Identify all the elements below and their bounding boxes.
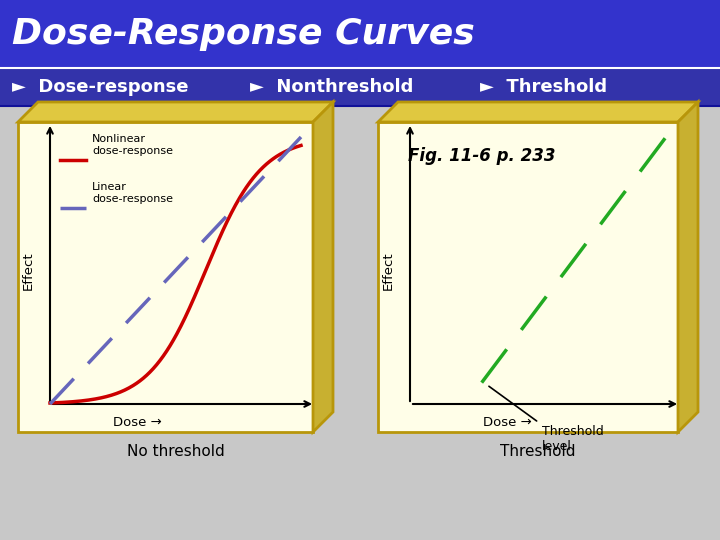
Polygon shape	[678, 102, 698, 432]
Text: Effect: Effect	[22, 251, 35, 290]
Text: Effect: Effect	[382, 251, 395, 290]
Text: Nonlinear
dose-response: Nonlinear dose-response	[92, 134, 173, 156]
Text: Dose →: Dose →	[483, 415, 531, 429]
Text: Threshold
level: Threshold level	[489, 386, 603, 453]
Text: Linear
dose-response: Linear dose-response	[92, 183, 173, 204]
Text: Dose-Response Curves: Dose-Response Curves	[12, 17, 474, 51]
Text: ►  Nonthreshold: ► Nonthreshold	[250, 78, 413, 96]
Polygon shape	[18, 122, 313, 432]
Text: Dose →: Dose →	[114, 415, 162, 429]
FancyBboxPatch shape	[0, 68, 720, 106]
Polygon shape	[313, 102, 333, 432]
Polygon shape	[18, 102, 333, 122]
Text: ►  Threshold: ► Threshold	[480, 78, 607, 96]
Text: Threshold: Threshold	[500, 444, 576, 460]
Text: No threshold: No threshold	[127, 444, 225, 460]
Polygon shape	[378, 122, 678, 432]
Polygon shape	[378, 102, 698, 122]
Text: ►  Dose-response: ► Dose-response	[12, 78, 189, 96]
FancyBboxPatch shape	[0, 0, 720, 68]
Text: Fig. 11-6 p. 233: Fig. 11-6 p. 233	[408, 147, 556, 165]
